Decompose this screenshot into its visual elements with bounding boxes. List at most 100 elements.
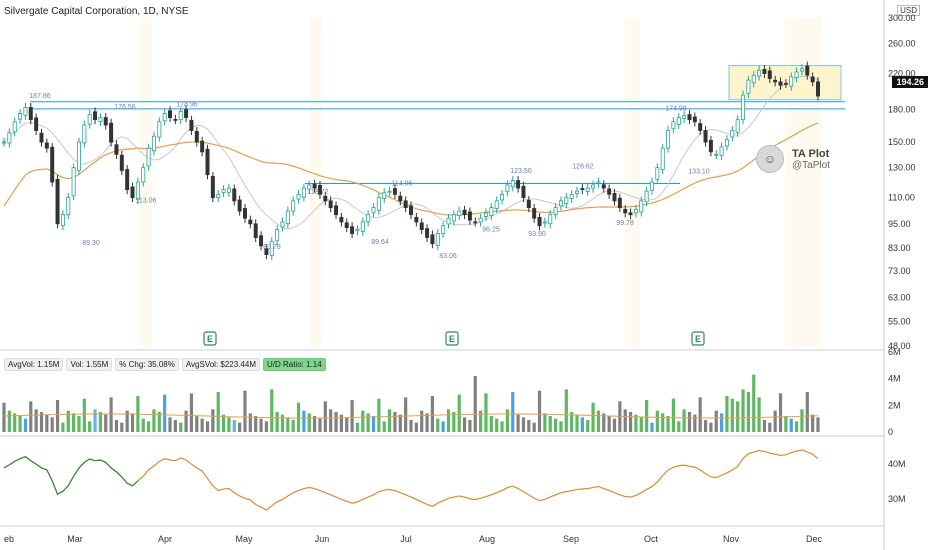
candle-body: [232, 188, 237, 202]
candle-body: [307, 184, 312, 190]
volume-bar: [677, 421, 681, 432]
candle-body: [376, 197, 381, 211]
candle-body: [355, 229, 360, 232]
price-annotation: 133.10: [688, 168, 710, 175]
volume-bar: [211, 409, 215, 432]
volume-bar: [811, 414, 815, 432]
price-tick-label: 73.00: [888, 266, 911, 276]
candle-body: [473, 221, 478, 224]
candle-body: [494, 200, 499, 209]
volume-bar: [473, 376, 477, 432]
candle-body: [521, 185, 526, 198]
candle-body: [178, 111, 183, 121]
candle-body: [114, 144, 119, 155]
volume-bar: [377, 398, 381, 432]
candle-body: [542, 221, 547, 224]
candle-body: [746, 79, 751, 94]
candle-body: [548, 214, 553, 225]
volume-bar: [414, 422, 418, 432]
volume-stats: AvgVol: 1.15M Vol: 1.55M % Chg: 35.08% A…: [4, 358, 326, 371]
volume-bar: [639, 417, 643, 432]
volume-bar: [189, 393, 194, 432]
price-tick-label: 150.00: [888, 137, 916, 147]
candle-body: [596, 181, 601, 184]
candle-body: [617, 197, 622, 209]
ud-ratio: U/D Ratio: 1.14: [262, 358, 326, 371]
candle-body: [403, 200, 408, 209]
volume-bar: [361, 410, 365, 432]
candle-body: [660, 147, 665, 170]
candle-body: [762, 68, 767, 74]
volume-bar: [88, 421, 92, 432]
candle-body: [585, 187, 590, 192]
candle-body: [98, 117, 103, 122]
volume-bar: [286, 417, 290, 432]
candle-body: [50, 146, 55, 183]
candle-body: [119, 154, 124, 171]
candle-body: [253, 223, 258, 238]
volume-bar: [516, 414, 520, 432]
price-tick-label: 220.00: [888, 69, 916, 79]
volume-bar: [382, 421, 386, 432]
price-annotation: 83.06: [439, 253, 457, 260]
candle-body: [371, 207, 376, 214]
candle-body: [430, 234, 435, 245]
volume-bar: [736, 401, 740, 432]
candle-body: [168, 110, 173, 118]
candle-body: [7, 132, 12, 144]
volume-bar: [714, 410, 718, 432]
earnings-box: [691, 331, 705, 346]
candle-body: [210, 176, 215, 198]
currency-badge[interactable]: USD: [897, 5, 920, 16]
candle-body: [93, 111, 98, 121]
candle-body: [687, 114, 692, 121]
volume-bar: [773, 410, 777, 432]
candle-body: [467, 211, 472, 221]
candle-body: [344, 222, 349, 229]
candle-body: [783, 83, 788, 85]
earnings-marker: E: [691, 331, 705, 346]
time-tick-label: eb: [4, 534, 14, 544]
volume-bar: [280, 414, 285, 432]
candle-body: [82, 124, 87, 144]
rs-tick-label: 40M: [888, 459, 906, 469]
volume-bar: [66, 410, 70, 432]
volume-bar: [462, 417, 467, 432]
candle-body: [580, 188, 585, 191]
volume-bar: [109, 397, 113, 432]
candle-body: [692, 116, 697, 123]
volume-bar: [527, 420, 531, 432]
volume-bar: [543, 413, 547, 432]
price-annotation: 123.50: [510, 168, 532, 175]
candle-body: [419, 222, 424, 230]
candle-body: [317, 185, 322, 195]
candle-body: [639, 200, 644, 213]
highlight-zone: [310, 18, 322, 346]
price-annotation: 96.25: [482, 226, 500, 233]
volume-bar: [45, 414, 49, 432]
volume-bar: [125, 410, 129, 432]
volume-tick-label: 0: [888, 427, 893, 437]
volume-bar: [152, 409, 156, 432]
volume-bar: [457, 394, 461, 432]
volume-bar: [216, 392, 220, 432]
range-box: [728, 65, 842, 101]
candle-body: [612, 193, 617, 202]
candle-body: [682, 115, 687, 119]
candle-body: [205, 148, 210, 176]
earnings-marker: E: [445, 331, 459, 346]
volume-bar: [104, 414, 108, 432]
highlight-zone: [625, 18, 640, 346]
highlight-zone: [140, 18, 152, 346]
volume-bar: [334, 412, 338, 432]
volume-bar: [98, 412, 102, 432]
candle-body: [633, 208, 638, 214]
volume-bar: [350, 400, 354, 432]
candle-body: [478, 217, 483, 223]
volume-bar: [521, 417, 526, 432]
candle-body: [60, 214, 65, 227]
volume-bar: [77, 416, 81, 432]
candle-body: [489, 207, 494, 216]
candle-body: [794, 71, 799, 79]
